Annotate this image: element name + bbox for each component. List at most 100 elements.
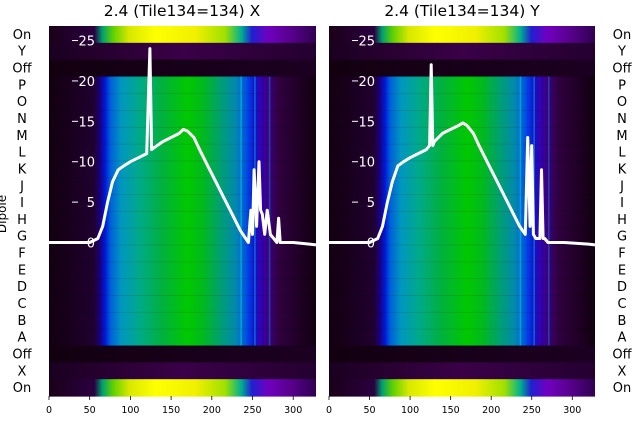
- row-label: H: [17, 213, 27, 228]
- heatmap-row: [329, 42, 595, 61]
- chart-title: 2.4 (Tile134=134) Y: [384, 2, 540, 20]
- heatmap-streak: [240, 76, 242, 346]
- overlay-line: [49, 47, 317, 247]
- heatmap-row: [329, 227, 595, 246]
- heatmap-panel-x: 2.4 (Tile134=134) XOnYOffPONMLKJIHGFEDCB…: [0, 2, 317, 416]
- row-label: N: [617, 112, 627, 127]
- row-label: K: [18, 162, 27, 177]
- heatmap-streak: [268, 76, 271, 346]
- row-separator: [329, 295, 595, 296]
- heatmap-streak: [526, 76, 529, 346]
- row-separator: [49, 328, 316, 330]
- overlay-y-tick-label: 25: [78, 35, 95, 50]
- row-label: E: [18, 263, 26, 278]
- row-separator: [49, 76, 316, 78]
- row-separator: [49, 244, 316, 246]
- x-tick-label: 100: [401, 405, 419, 416]
- heatmap-streak: [519, 76, 522, 346]
- heatmap-row: [329, 295, 595, 313]
- row-separator: [329, 261, 595, 263]
- row-label: E: [618, 263, 626, 278]
- row-label: A: [18, 331, 27, 346]
- heatmap-row: [49, 42, 316, 61]
- row-label: On: [13, 381, 31, 396]
- x-tick-label: 0: [46, 405, 52, 416]
- row-separator: [49, 93, 316, 95]
- heatmap-streak: [262, 76, 264, 346]
- row-label: N: [17, 112, 27, 127]
- heatmap-row: [49, 278, 316, 296]
- x-tick-label: 250: [243, 405, 261, 416]
- overlay-y-tick-label: 10: [78, 156, 95, 171]
- row-label: J: [619, 179, 624, 194]
- row-label: On: [613, 381, 631, 396]
- heatmap-row: [329, 177, 595, 195]
- row-separator: [49, 311, 316, 313]
- heatmap-row: [329, 379, 595, 397]
- row-label: K: [618, 162, 627, 177]
- row-label: Y: [617, 45, 626, 60]
- row-label: D: [17, 280, 27, 295]
- heatmap-row: [329, 278, 595, 296]
- row-separator: [49, 278, 316, 280]
- row-separator: [329, 143, 595, 145]
- heatmap-row: [49, 328, 316, 347]
- row-separator: [49, 177, 316, 179]
- x-tick-label: 150: [162, 405, 180, 416]
- row-label: M: [616, 129, 627, 144]
- heatmap-streak: [247, 76, 250, 346]
- row-label: A: [618, 331, 627, 346]
- row-separator: [329, 126, 595, 128]
- row-separator: [49, 261, 316, 263]
- row-label: Y: [17, 45, 26, 60]
- row-separator: [49, 227, 316, 229]
- heatmap-row: [329, 110, 595, 128]
- heatmap-row: [49, 345, 316, 363]
- heatmap-row: [49, 379, 316, 397]
- row-label: I: [620, 196, 624, 211]
- heatmap-row: [49, 362, 316, 380]
- heatmap-row: [49, 261, 316, 279]
- row-label: Off: [12, 347, 32, 362]
- row-label: D: [617, 280, 627, 295]
- row-separator: [329, 76, 595, 78]
- row-label: X: [618, 364, 627, 379]
- overlay-y-tick-label: 20: [78, 75, 95, 90]
- row-separator: [49, 143, 316, 145]
- row-separator: [49, 126, 316, 128]
- x-tick-label: 250: [523, 405, 541, 416]
- row-separator: [49, 295, 316, 296]
- overlay-y-tick-label: 15: [78, 115, 95, 130]
- row-label: F: [618, 247, 625, 262]
- heatmap-row: [329, 345, 595, 363]
- heatmap-row: [329, 59, 595, 78]
- heatmap-panel-y: 2.4 (Tile134=134) YOnYOffPONMLKJIHGFEDCB…: [326, 2, 633, 416]
- overlay-y-tick-label: 20: [358, 75, 375, 90]
- heatmap-row: [49, 244, 316, 263]
- heatmap-row: [329, 76, 595, 94]
- heatmap-row: [329, 211, 595, 229]
- row-separator: [329, 244, 595, 246]
- overlay-line: [329, 63, 596, 247]
- row-label: C: [617, 297, 626, 312]
- overlay-y-tick-label: 15: [358, 115, 375, 130]
- row-separator: [49, 211, 316, 212]
- heatmap-row: [329, 362, 595, 380]
- row-label: O: [17, 95, 27, 110]
- row-label: Off: [612, 62, 632, 77]
- row-label: On: [13, 28, 31, 43]
- chart-title: 2.4 (Tile134=134) X: [104, 2, 261, 20]
- heatmap-row: [49, 76, 316, 94]
- heatmap-row: [49, 110, 316, 128]
- row-label: G: [17, 230, 27, 245]
- row-separator: [329, 227, 595, 229]
- heatmap-row: [329, 93, 595, 111]
- row-separator: [49, 194, 316, 195]
- row-separator: [329, 211, 595, 212]
- row-separator: [329, 177, 595, 179]
- heatmap-streak: [547, 76, 550, 346]
- heatmap-row: [329, 311, 595, 330]
- row-label: L: [18, 146, 26, 161]
- row-label: Off: [12, 62, 32, 77]
